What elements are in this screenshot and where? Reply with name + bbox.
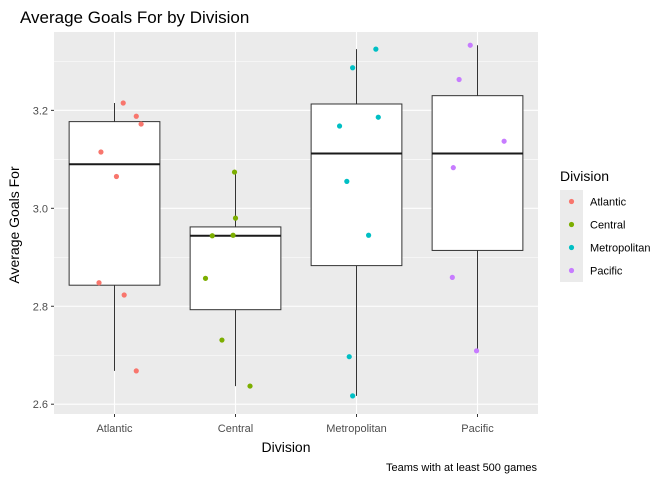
legend-title: Division <box>560 168 609 184</box>
boxplots <box>68 45 524 396</box>
point-central <box>230 232 236 238</box>
point-pacific <box>473 348 480 354</box>
y-tick-label: 3.2 <box>33 105 48 117</box>
x-tick-label: Metropolitan <box>326 423 387 435</box>
legend-label: Atlantic <box>590 197 627 209</box>
boxplot-pacific <box>431 45 524 351</box>
point-central <box>202 275 209 281</box>
legend-key-point <box>568 244 575 251</box>
point-central <box>209 233 215 239</box>
y-tick-label: 3.0 <box>33 203 48 215</box>
point-atlantic <box>133 368 139 374</box>
point-pacific <box>501 138 507 144</box>
legend-label: Central <box>590 220 625 232</box>
y-tick-label: 2.8 <box>33 301 48 313</box>
x-axis: Atlantic Central Metropolitan Pacific <box>96 414 494 435</box>
point-central <box>231 169 238 175</box>
point-central <box>247 383 253 389</box>
legend-item-central: Central <box>560 213 625 236</box>
legend-key-point <box>568 221 575 228</box>
legend-label: Pacific <box>590 266 623 278</box>
x-tick-label: Pacific <box>461 423 494 435</box>
y-axis: 2.6 2.8 3.0 3.2 <box>33 105 54 411</box>
point-pacific <box>450 165 456 171</box>
legend-key-point <box>568 198 575 205</box>
point-central <box>219 337 225 343</box>
point-atlantic <box>138 121 144 127</box>
point-metropolitan <box>346 354 352 360</box>
y-tick-label: 2.6 <box>33 399 48 411</box>
point-pacific <box>449 274 455 280</box>
point-metropolitan <box>336 123 343 129</box>
box-iqr <box>310 103 403 267</box>
chart-title: Average Goals For by Division <box>20 8 249 27</box>
chart-caption: Teams with at least 500 games <box>386 462 538 474</box>
box-iqr <box>189 226 282 311</box>
x-axis-title: Division <box>261 439 310 455</box>
box-iqr <box>68 121 161 286</box>
point-atlantic <box>113 173 120 180</box>
point-atlantic <box>98 149 104 155</box>
point-pacific <box>467 42 473 48</box>
point-atlantic <box>121 292 127 298</box>
x-tick-label: Atlantic <box>96 423 133 435</box>
point-metropolitan <box>375 114 381 120</box>
boxplot-central <box>189 172 282 387</box>
point-metropolitan <box>366 232 372 238</box>
point-metropolitan <box>373 46 379 52</box>
x-tick-label: Central <box>218 423 253 435</box>
point-metropolitan <box>350 393 356 399</box>
legend-key-point <box>568 267 575 274</box>
data-points <box>96 42 507 399</box>
box-iqr <box>431 95 524 251</box>
point-central <box>232 215 239 221</box>
point-atlantic <box>133 113 139 119</box>
point-pacific <box>456 76 462 83</box>
point-metropolitan <box>350 65 356 71</box>
boxplot-metropolitan <box>310 49 403 396</box>
boxplot-atlantic <box>68 103 161 371</box>
legend-item-metropolitan: Metropolitan <box>560 236 651 259</box>
legend-label: Metropolitan <box>590 243 651 255</box>
legend-item-atlantic: Atlantic <box>560 190 627 213</box>
legend: Division Atlantic Central Metropolitan Paci… <box>560 168 651 282</box>
point-metropolitan <box>344 178 350 184</box>
y-axis-title: Average Goals For <box>6 166 22 284</box>
point-atlantic <box>120 100 126 106</box>
legend-item-pacific: Pacific <box>560 259 623 282</box>
point-atlantic <box>96 280 102 286</box>
